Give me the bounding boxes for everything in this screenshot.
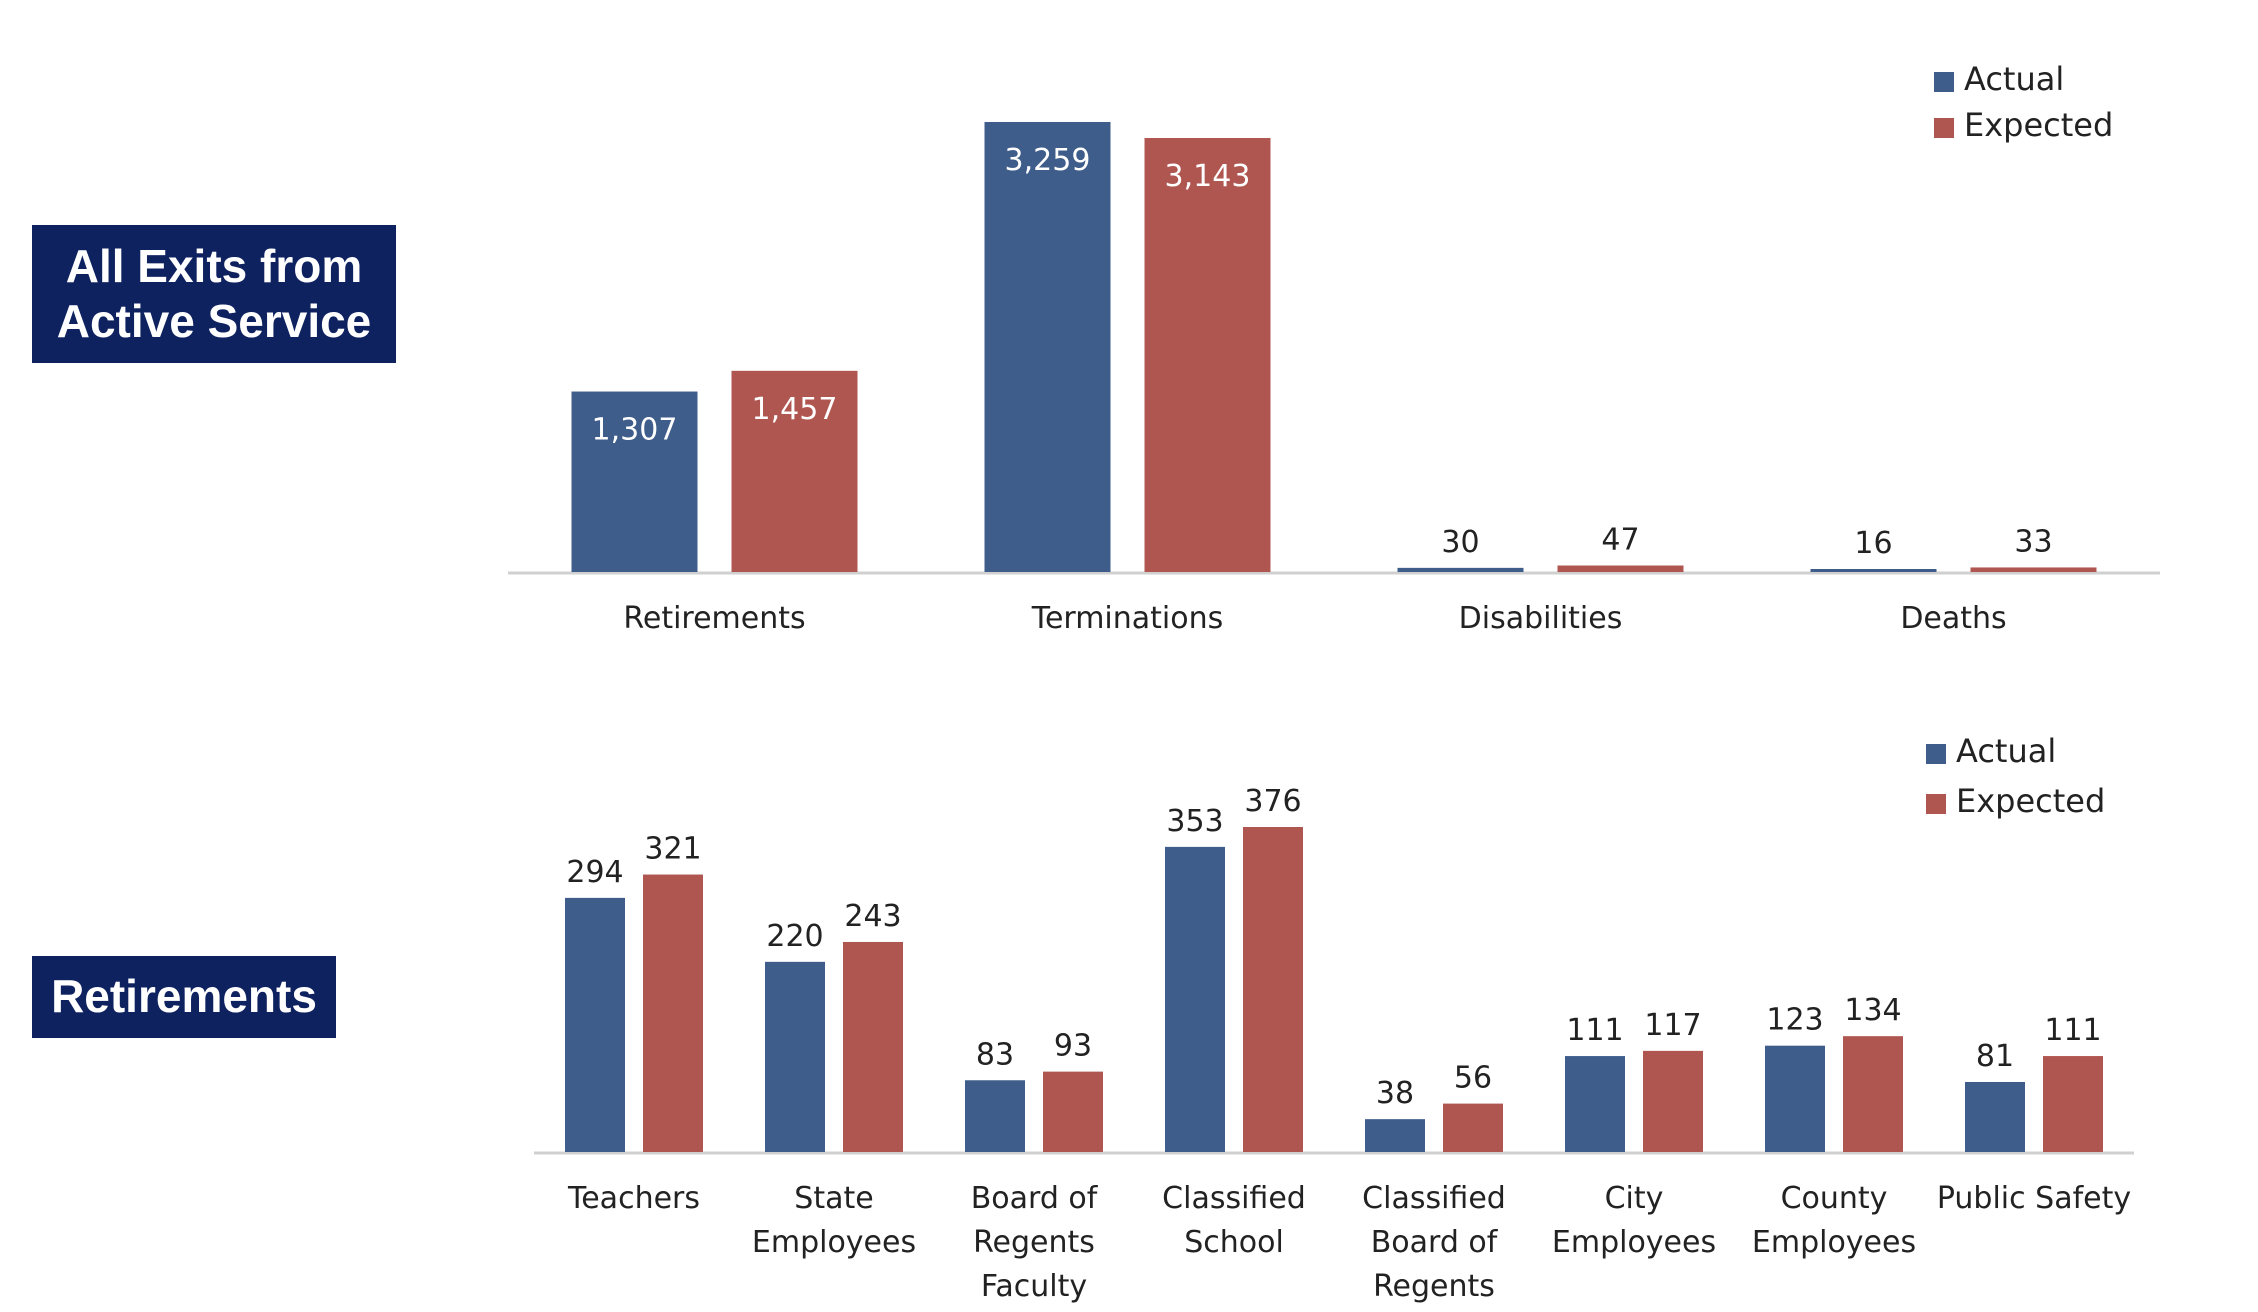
all-exits-label-line-1: All Exits from xyxy=(65,239,363,292)
bar-expected-2 xyxy=(1043,1071,1103,1152)
legend-swatch-expected xyxy=(1926,794,1946,814)
retirements-panel-label: Retirements xyxy=(32,956,336,1038)
data-label-expected-2: 47 xyxy=(1601,523,1639,558)
bar-expected-0 xyxy=(643,874,703,1152)
legend-label-actual: Actual xyxy=(1956,732,2056,770)
category-label-1-line-1: Employees xyxy=(752,1225,916,1260)
category-label-3-line-1: School xyxy=(1184,1225,1284,1260)
bar-expected-5 xyxy=(1643,1050,1703,1152)
data-label-expected-2: 93 xyxy=(1054,1029,1092,1064)
category-label-1-line-0: Terminations xyxy=(1031,601,1224,636)
category-label-7-line-0: Public Safety xyxy=(1937,1181,2131,1216)
category-label-2-line-2: Faculty xyxy=(981,1269,1087,1304)
bar-actual-1 xyxy=(984,122,1111,572)
category-label-0-line-0: Retirements xyxy=(623,601,805,636)
bar-actual-7 xyxy=(1965,1081,2025,1152)
data-label-expected-7: 111 xyxy=(2044,1013,2101,1048)
legend-swatch-actual xyxy=(1926,744,1946,764)
data-label-actual-1: 220 xyxy=(766,919,823,954)
category-label-2-line-0: Disabilities xyxy=(1459,601,1623,636)
data-label-actual-5: 111 xyxy=(1566,1013,1623,1048)
data-label-actual-0: 294 xyxy=(566,855,623,890)
category-label-2-line-1: Regents xyxy=(973,1225,1095,1260)
data-label-expected-0: 1,457 xyxy=(752,392,838,427)
bar-actual-4 xyxy=(1365,1119,1425,1152)
data-label-actual-0: 1,307 xyxy=(592,413,678,448)
bar-expected-6 xyxy=(1843,1036,1903,1152)
legend-label-expected: Expected xyxy=(1956,782,2105,820)
category-label-6-line-1: Employees xyxy=(1752,1225,1916,1260)
bar-actual-5 xyxy=(1565,1056,1625,1152)
data-label-actual-2: 30 xyxy=(1441,525,1479,560)
data-label-actual-3: 16 xyxy=(1854,526,1892,561)
bar-actual-2 xyxy=(1397,567,1524,572)
data-label-actual-7: 81 xyxy=(1976,1039,2014,1074)
legend-label-actual: Actual xyxy=(1964,60,2064,98)
data-label-actual-3: 353 xyxy=(1166,804,1223,839)
bar-expected-7 xyxy=(2043,1056,2103,1152)
all-exits-panel-label: All Exits from Active Service xyxy=(32,225,396,363)
data-label-expected-3: 33 xyxy=(2014,524,2052,559)
bar-actual-0 xyxy=(565,897,625,1152)
data-label-expected-5: 117 xyxy=(1644,1008,1701,1043)
retirements-label-text: Retirements xyxy=(51,970,317,1023)
bar-expected-0 xyxy=(731,370,858,572)
data-label-actual-2: 83 xyxy=(976,1037,1014,1072)
category-label-4-line-1: Board of xyxy=(1371,1225,1499,1260)
legend-label-expected: Expected xyxy=(1964,106,2113,144)
category-label-5-line-0: City xyxy=(1605,1181,1664,1216)
all-exits-label-line-2: Active Service xyxy=(56,295,372,347)
data-label-expected-3: 376 xyxy=(1244,784,1301,819)
data-label-actual-1: 3,259 xyxy=(1005,143,1091,178)
bar-actual-3 xyxy=(1165,846,1225,1152)
bar-expected-3 xyxy=(1243,827,1303,1152)
bar-expected-2 xyxy=(1557,565,1684,572)
legend-swatch-actual xyxy=(1934,72,1954,92)
bar-expected-1 xyxy=(1144,138,1271,572)
data-label-expected-1: 3,143 xyxy=(1165,159,1251,194)
category-label-4-line-2: Regents xyxy=(1373,1269,1495,1304)
data-label-expected-1: 243 xyxy=(844,899,901,934)
category-label-3-line-0: Deaths xyxy=(1900,601,2006,636)
all-exits-bar-chart: 1,307 1,457 Retirements 3,259 3,143 Terminati… xyxy=(508,60,2160,636)
bar-actual-0 xyxy=(571,391,698,572)
bar-expected-3 xyxy=(1970,567,2097,572)
bar-expected-1 xyxy=(843,941,903,1152)
data-label-actual-4: 38 xyxy=(1376,1076,1414,1111)
bar-expected-4 xyxy=(1443,1103,1503,1152)
category-label-3-line-0: Classified xyxy=(1162,1181,1306,1216)
bar-actual-1 xyxy=(765,961,825,1152)
category-label-6-line-0: County xyxy=(1781,1181,1888,1216)
data-label-expected-0: 321 xyxy=(644,832,701,867)
bar-actual-3 xyxy=(1810,569,1937,572)
data-label-actual-6: 123 xyxy=(1766,1003,1823,1038)
category-label-5-line-1: Employees xyxy=(1552,1225,1716,1260)
data-label-expected-4: 56 xyxy=(1454,1061,1492,1096)
data-label-expected-6: 134 xyxy=(1844,993,1901,1028)
category-label-1-line-0: State xyxy=(794,1181,873,1216)
category-label-0-line-0: Teachers xyxy=(567,1181,700,1216)
legend-swatch-expected xyxy=(1934,118,1954,138)
bar-actual-2 xyxy=(965,1080,1025,1152)
bar-actual-6 xyxy=(1765,1045,1825,1152)
category-label-4-line-0: Classified xyxy=(1362,1181,1506,1216)
category-label-2-line-0: Board of xyxy=(971,1181,1099,1216)
